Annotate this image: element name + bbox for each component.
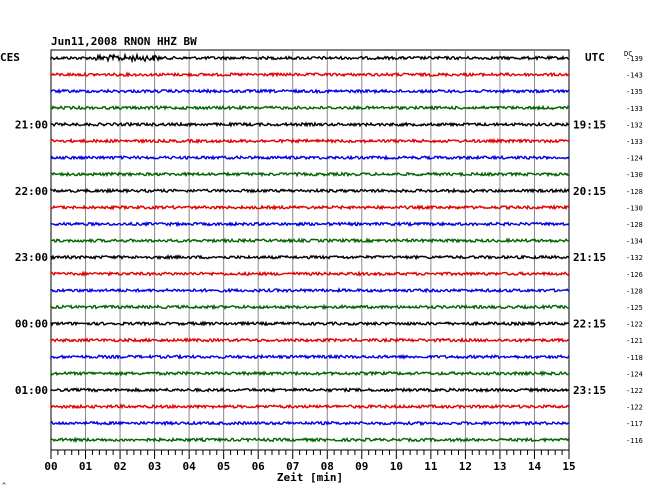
plot-frame <box>50 49 570 451</box>
dc-offset-value: -130 <box>626 171 643 179</box>
trace-line <box>50 420 570 427</box>
trace-line <box>50 353 570 361</box>
vertical-gridlines <box>85 50 535 450</box>
dc-offset-value: -116 <box>626 437 643 445</box>
trace-line <box>50 287 570 294</box>
trace-line <box>50 87 570 95</box>
x-axis-label: Zeit [min] <box>277 471 343 484</box>
seismic-traces <box>50 52 570 444</box>
left-axis-label: CES <box>0 51 20 64</box>
trace-line <box>50 336 570 344</box>
dc-offset-value: -132 <box>626 121 643 129</box>
trace-line <box>50 104 570 111</box>
trace-line <box>50 386 570 393</box>
trace-line <box>50 254 570 261</box>
dc-offset-value: -133 <box>626 105 643 113</box>
x-tick-label: 10 <box>390 460 403 473</box>
trace-line <box>50 71 570 78</box>
dc-offset-value: -122 <box>626 387 643 395</box>
dc-offset-value: -124 <box>626 370 643 378</box>
dc-offset-value: -132 <box>626 254 643 262</box>
dc-offset-value: -126 <box>626 271 643 279</box>
dc-offset-value: -128 <box>626 221 643 229</box>
x-tick-label: 00 <box>44 460 57 473</box>
x-tick-label: 04 <box>183 460 197 473</box>
trace-line <box>50 137 570 145</box>
dc-offset-value: -134 <box>626 238 643 246</box>
right-time-label: 20:15 <box>573 185 606 198</box>
left-time-label: 00:00 <box>15 318 48 331</box>
left-time-label: 21:00 <box>15 118 48 131</box>
x-tick-label: 13 <box>493 460 506 473</box>
dc-offset-value: -118 <box>626 354 643 362</box>
trace-line <box>50 436 570 444</box>
x-tick-label: 11 <box>424 460 438 473</box>
chart-title: Jun11,2008 RNON HHZ BW <box>51 35 197 48</box>
trace-line <box>50 171 570 178</box>
dc-offset-value: -121 <box>626 337 643 345</box>
trace-line <box>50 204 570 211</box>
dc-offset-value: -124 <box>626 155 643 163</box>
left-time-label: 01:00 <box>15 384 48 397</box>
dc-offset-value: -133 <box>626 138 643 146</box>
dc-offset-value: -143 <box>626 72 643 80</box>
trace-line <box>50 270 570 277</box>
right-time-label: 19:15 <box>573 118 606 131</box>
trace-line <box>50 303 570 311</box>
x-tick-label: 12 <box>459 460 472 473</box>
left-time-label: 23:00 <box>15 251 48 264</box>
trace-line <box>50 52 570 64</box>
x-tick-label: 03 <box>148 460 161 473</box>
trace-line <box>50 370 570 377</box>
dc-offset-value: -122 <box>626 321 643 329</box>
dc-offset-value: -125 <box>626 304 643 312</box>
trace-line <box>50 187 570 194</box>
dc-offset-value: -139 <box>626 55 643 63</box>
dc-offset-value: -128 <box>626 188 643 196</box>
trace-line <box>50 237 570 244</box>
trace-line <box>50 320 570 327</box>
x-tick-label: 15 <box>562 460 575 473</box>
dc-offset-labels: -139 -143 -135 -133 -132 -133 -124 -130 -128 -130… <box>626 55 643 445</box>
dc-offset-value: -130 <box>626 204 643 212</box>
left-time-label: 22:00 <box>15 185 48 198</box>
x-tick-label: 08 <box>321 460 334 473</box>
footnote-mark: ^ <box>2 482 6 490</box>
x-tick-label: 01 <box>79 460 93 473</box>
x-axis: 00 01 02 03 04 05 06 07 08 09 10 11 12 13 14 15 <box>44 450 576 473</box>
x-tick-label: 05 <box>217 460 230 473</box>
dc-offset-value: -122 <box>626 404 643 412</box>
x-tick-label: 02 <box>113 460 126 473</box>
x-tick-label: 09 <box>355 460 368 473</box>
x-tick-label: 14 <box>528 460 542 473</box>
right-axis-label: UTC <box>585 51 605 64</box>
right-time-label: 21:15 <box>573 251 606 264</box>
x-tick-label: 06 <box>252 460 266 473</box>
right-time-label: 22:15 <box>573 318 606 331</box>
dc-label: DC <box>624 50 632 58</box>
right-time-label: 23:15 <box>573 384 606 397</box>
dc-offset-value: -117 <box>626 420 643 428</box>
left-time-labels: 21:00 22:00 23:00 00:00 01:00 <box>15 118 48 397</box>
dc-offset-value: -128 <box>626 287 643 295</box>
dc-offset-value: -135 <box>626 88 643 96</box>
trace-line <box>50 220 570 228</box>
trace-line <box>50 154 570 161</box>
trace-line <box>50 121 570 128</box>
trace-line <box>50 402 570 410</box>
right-time-labels: 19:15 20:15 21:15 22:15 23:15 <box>573 118 606 397</box>
x-tick-label: 07 <box>286 460 299 473</box>
